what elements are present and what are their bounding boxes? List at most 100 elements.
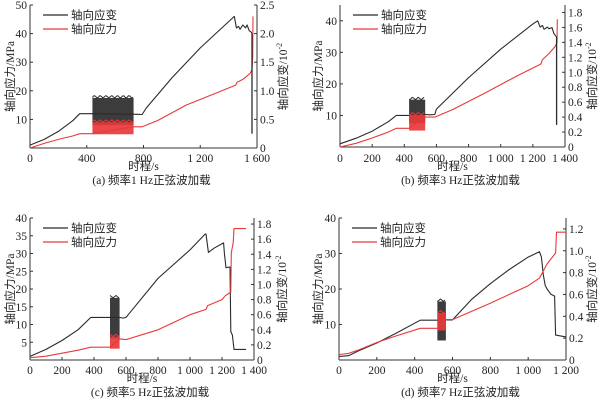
oscillation-edge: [437, 309, 446, 314]
left-y-axis-label: 轴向应力/MPa: [3, 41, 17, 112]
left-y-tick-label: 20: [326, 79, 338, 91]
right-y-tick-label: 1.4: [568, 37, 583, 49]
right-y-tick-label: 0.4: [568, 112, 583, 124]
right-y-tick-label: 0.2: [257, 340, 272, 352]
right-y-tick-label: 0.5: [260, 114, 275, 126]
x-tick-label: 0: [337, 153, 343, 165]
right-y-tick-label: 0.4: [257, 325, 272, 337]
oscillation-band-stress: [92, 122, 134, 135]
left-y-tick-label: 30: [16, 249, 28, 261]
left-y-axis-label: 轴向应力/MPa: [311, 254, 325, 325]
x-tick-label: 800: [482, 365, 500, 377]
series-line-strain: [339, 20, 557, 145]
right-y-axis-label-text: 轴向应变/10: [275, 262, 289, 323]
x-tick-label: 600: [444, 365, 462, 377]
left-y-axis-label: 轴向应力/MPa: [3, 254, 17, 325]
panel-b: 0 200 400 600 800 1 000 1 200 1 4001020304000.2…: [311, 5, 599, 187]
right-y-tick-label: 1.0: [260, 86, 275, 98]
left-y-tick-label: 5: [21, 337, 27, 349]
right-y-tick-label: 1.8: [568, 7, 583, 19]
right-y-tick-label: 1.8: [257, 219, 272, 231]
right-y-tick-label: 1.2: [257, 264, 272, 276]
right-y-tick-label: 0.8: [569, 268, 584, 280]
right-y-tick-label: 1.6: [257, 234, 272, 246]
oscillation-band-strain: [110, 297, 120, 339]
legend-label-stress: 轴向应力: [71, 235, 117, 249]
x-tick-label: 1 200: [553, 365, 579, 377]
left-y-tick-label: 10: [16, 320, 28, 332]
right-y-tick-label: 1.2: [568, 52, 583, 64]
x-axis-label: 时程/s: [437, 160, 468, 173]
x-tick-label: 0: [27, 365, 33, 377]
left-y-tick-label: 40: [16, 213, 28, 225]
series-line-stress: [29, 16, 254, 149]
x-tick-label: 0: [336, 365, 342, 377]
x-tick-label: 400: [406, 365, 424, 377]
right-y-tick-label: 0.4: [569, 311, 584, 323]
x-tick-label: 800: [460, 153, 478, 165]
right-y-tick-label: 1.0: [568, 67, 583, 79]
left-y-tick-label: 40: [326, 16, 338, 28]
oscillation-edge: [109, 294, 120, 299]
legend-label-strain: 轴向应变: [71, 8, 117, 22]
x-tick-label: 1 000: [177, 365, 203, 377]
right-y-tick-label: 1.0: [257, 279, 272, 291]
series-line-stress: [339, 19, 558, 148]
x-tick-label: 1 000: [515, 365, 541, 377]
left-y-tick-label: 20: [16, 86, 28, 98]
right-y-tick-label: 0.6: [569, 289, 584, 301]
right-y-tick-label: 0: [257, 355, 263, 367]
right-y-tick-label: 0.8: [568, 82, 583, 94]
x-tick-label: 800: [135, 153, 153, 165]
right-y-axis-label-exponent: -2: [274, 255, 283, 262]
x-tick-label: 1 200: [520, 153, 546, 165]
series-line-strain: [29, 15, 253, 146]
left-y-tick-label: 15: [16, 302, 28, 314]
left-y-tick-label: 30: [16, 57, 28, 69]
left-y-tick-label: 20: [325, 284, 337, 296]
right-y-axis-label: 轴向应变/10-2: [584, 255, 599, 322]
left-y-tick-label: 10: [326, 110, 338, 122]
panel-caption: (b) 频率3 Hz正弦波加载: [401, 173, 520, 187]
legend-label-stress: 轴向应力: [380, 235, 426, 249]
right-y-axis-label-text: 轴向应变/10: [276, 49, 290, 110]
x-axis-label: 时程/s: [437, 372, 468, 385]
right-y-tick-label: 0.6: [568, 97, 583, 109]
left-y-tick-label: 40: [16, 29, 28, 41]
x-tick-label: 1 000: [488, 153, 514, 165]
right-y-axis-label-text: 轴向应变/10: [585, 262, 599, 323]
oscillation-edge: [92, 119, 134, 123]
x-tick-label: 400: [78, 153, 96, 165]
x-tick-label: 0: [27, 153, 33, 165]
left-y-axis-label: 轴向应力/MPa: [311, 41, 325, 112]
panel-caption: (c) 频率5 Hz正弦波加载: [91, 385, 210, 399]
left-y-tick-label: 20: [16, 284, 28, 296]
x-tick-label: 600: [117, 365, 135, 377]
x-tick-label: 400: [396, 153, 414, 165]
panel-caption: (d) 频率7 Hz正弦波加载: [401, 385, 520, 399]
x-tick-label: 1 400: [552, 153, 578, 165]
x-tick-label: 400: [85, 365, 103, 377]
right-y-axis-label-exponent: -2: [275, 43, 284, 50]
x-tick-label: 200: [364, 153, 382, 165]
x-tick-label: 1 600: [244, 153, 270, 165]
panel-c: 0 200 400 600 800 1 000 1 200 1 400510152025303…: [3, 213, 289, 399]
x-axis-label: 时程/s: [127, 372, 158, 385]
right-y-tick-label: 0.2: [568, 127, 583, 139]
right-y-tick-label: 1.0: [569, 246, 584, 258]
left-y-tick-label: 30: [326, 47, 338, 59]
right-y-axis-label: 轴向应变/10-2: [584, 42, 599, 109]
right-y-tick-label: 0.8: [257, 295, 272, 307]
left-y-tick-label: 10: [16, 114, 28, 126]
oscillation-edge: [408, 96, 425, 101]
oscillation-edge: [92, 94, 134, 99]
x-tick-label: 1 400: [241, 365, 267, 377]
legend-label-strain: 轴向应变: [71, 221, 117, 235]
x-tick-label: 1 200: [187, 153, 213, 165]
oscillation-edge: [437, 298, 446, 303]
legend-label-stress: 轴向应力: [381, 22, 427, 36]
x-tick-label: 200: [368, 365, 386, 377]
right-y-tick-label: 0: [568, 142, 574, 154]
left-y-tick-label: 40: [325, 213, 337, 225]
